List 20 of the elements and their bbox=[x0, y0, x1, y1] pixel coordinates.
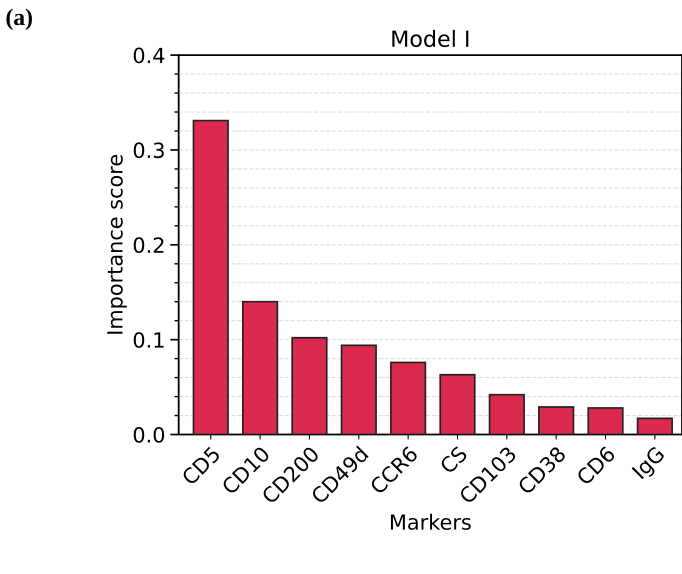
bar bbox=[291, 336, 328, 435]
bar bbox=[636, 418, 673, 435]
y-tick-label: 0.3 bbox=[134, 142, 164, 158]
y-tick-label: 0.1 bbox=[134, 332, 164, 348]
bar bbox=[488, 394, 525, 435]
bar bbox=[587, 407, 624, 435]
x-tick-label: IgG bbox=[631, 446, 668, 482]
x-axis-title: Markers bbox=[390, 514, 471, 530]
bar bbox=[439, 374, 476, 435]
chart-title: Model I bbox=[392, 30, 468, 48]
text: (a) bbox=[6, 8, 32, 30]
y-tick-label: 0.4 bbox=[134, 48, 164, 64]
bar bbox=[192, 120, 229, 435]
y-tick-label: 0.0 bbox=[134, 426, 164, 443]
y-tick-label: 0.2 bbox=[134, 237, 164, 254]
y-axis-title: Importance score bbox=[107, 154, 127, 334]
bar bbox=[538, 406, 574, 435]
bar bbox=[242, 300, 278, 435]
bar bbox=[340, 344, 377, 435]
bar bbox=[390, 362, 426, 435]
